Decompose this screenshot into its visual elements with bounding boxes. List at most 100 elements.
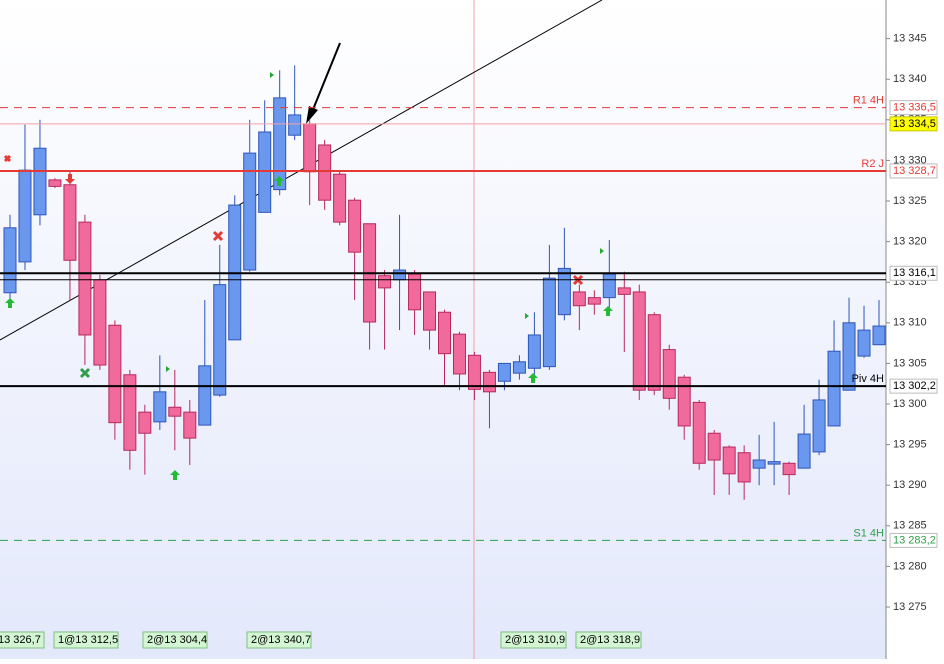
candle-body [542, 277, 556, 368]
candle-body [48, 179, 62, 187]
candle-body [497, 362, 511, 382]
y-tick-label: 13 320 [893, 236, 927, 248]
y-tick-label: 13 340 [893, 73, 927, 85]
candle-body [243, 152, 257, 271]
candle-body [93, 279, 107, 366]
candle-body [752, 459, 766, 469]
candle-body [782, 462, 796, 476]
candle-body [273, 97, 287, 191]
level-label: 13 328,7 [893, 165, 936, 177]
level-label: 13 283,2 [893, 534, 936, 546]
level-label-box [889, 532, 938, 548]
order-label: 2@13 304,4 [147, 634, 207, 646]
candle-body [827, 350, 841, 427]
candle-body [587, 297, 601, 305]
annotation-arrowhead [306, 106, 318, 124]
order-box [246, 631, 312, 649]
order-box [575, 631, 642, 649]
order-box [53, 631, 119, 649]
candle-body [168, 406, 182, 417]
order-label: 2@13 310,9 [505, 634, 565, 646]
candle-body [557, 267, 571, 316]
candle-body [333, 173, 347, 223]
candle-body [662, 349, 676, 399]
candle-body [378, 275, 392, 289]
candle-body [572, 291, 586, 307]
candle-body [872, 325, 886, 346]
candle-body [123, 374, 137, 451]
signal-markers [3, 72, 613, 480]
level-label: 13 316,1 [893, 267, 936, 279]
candle-body [482, 371, 496, 393]
level-label-box [889, 100, 938, 116]
candle-body [647, 314, 661, 391]
level-label-box [889, 116, 938, 132]
candle-body [797, 433, 811, 469]
candle-body [78, 221, 92, 336]
annotation-arrow [311, 42, 341, 113]
candle-body [288, 114, 302, 136]
level-name: S1 4H [853, 527, 884, 539]
y-tick-label: 13 275 [893, 601, 927, 613]
candle-body [617, 287, 631, 295]
candle-body [258, 131, 272, 213]
candle-body [812, 399, 826, 453]
candle-body [767, 461, 781, 465]
candle-body [318, 144, 332, 201]
candle-body [722, 446, 736, 475]
order-label: 2@13 318,9 [580, 634, 640, 646]
order-label: 2@13 340,7 [251, 634, 311, 646]
candle-body [602, 273, 616, 299]
candle-body [527, 334, 541, 369]
level-name: R2 J [861, 158, 884, 170]
candle-body [63, 184, 77, 261]
order-label: 1@13 312,5 [58, 634, 118, 646]
orders: 13 326,7 1@13 312,5 2@13 304,4 2@13 340,… [0, 631, 642, 649]
y-tick-label: 13 285 [893, 520, 927, 532]
y-tick-label: 13 325 [893, 195, 927, 207]
candle-body [198, 365, 212, 426]
level-name: Piv 4H [852, 373, 884, 385]
candle-body [707, 432, 721, 461]
level-label: 13 302,2 [893, 380, 936, 392]
y-tick-label: 13 290 [893, 479, 927, 491]
y-tick-label: 13 280 [893, 560, 927, 572]
candle-body [303, 123, 317, 173]
order-label: 13 326,7 [0, 634, 41, 646]
level-label: 13 336,5 [893, 102, 936, 114]
order-box [0, 631, 45, 649]
y-tick-label: 13 345 [893, 33, 927, 45]
candle-body [692, 401, 706, 464]
y-tick-label: 13 300 [893, 398, 927, 410]
y-tick-label: 13 310 [893, 317, 927, 329]
level-name: R1 4H [853, 95, 884, 107]
candle-body [213, 284, 227, 396]
candle-body [393, 269, 407, 281]
candle-body [33, 147, 47, 216]
level-label-box [889, 265, 938, 281]
candle-body [3, 227, 17, 294]
candle-body [512, 361, 526, 374]
y-tick-label: 13 330 [893, 154, 927, 166]
candle-body [467, 354, 481, 390]
candle-body [18, 169, 32, 263]
y-tick-label: 13 305 [893, 357, 927, 369]
candle-body [138, 411, 152, 434]
level-label-box [889, 378, 938, 394]
candle-body [737, 452, 751, 483]
y-tick-label: 13 295 [893, 439, 927, 451]
candle-body [423, 291, 437, 331]
order-box [142, 631, 208, 649]
candle-body [452, 333, 466, 375]
candle-body [842, 322, 856, 391]
candle-body [438, 311, 451, 355]
level-label-box [889, 163, 938, 179]
candle-body [183, 411, 197, 439]
candle-body [153, 391, 167, 423]
candle-body [632, 291, 646, 391]
level-label: 13 334,5 [893, 118, 936, 130]
candle-body [857, 329, 871, 357]
candle-body [348, 199, 362, 253]
